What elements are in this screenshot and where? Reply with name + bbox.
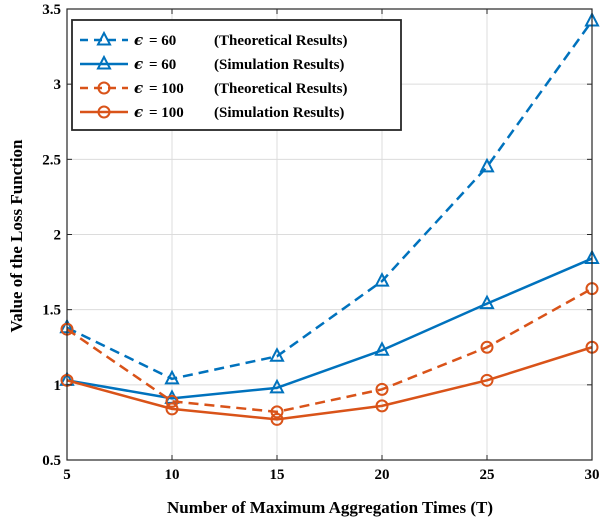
data-point-marker xyxy=(480,373,494,387)
y-tick-label: 1.5 xyxy=(42,303,61,319)
y-tick-label: 2.5 xyxy=(42,152,61,168)
y-tick-label: 0.5 xyxy=(42,453,61,469)
data-point-marker xyxy=(375,399,389,413)
y-tick-label: 3 xyxy=(54,77,62,93)
data-point-marker xyxy=(165,402,179,416)
data-point-marker xyxy=(269,347,285,362)
x-tick-label: 15 xyxy=(270,467,285,483)
legend-marker xyxy=(97,105,111,119)
legend-epsilon-symbol: ϵ xyxy=(134,103,143,121)
legend-marker xyxy=(96,54,112,70)
legend-description: (Simulation Results) xyxy=(214,105,344,121)
legend-epsilon-value: = 60 xyxy=(149,57,176,73)
legend-description: (Simulation Results) xyxy=(214,57,344,73)
series-line-0 xyxy=(66,20,594,381)
x-tick-label: 30 xyxy=(585,467,600,483)
legend-description: (Theoretical Results) xyxy=(214,81,347,97)
y-tick-label: 2 xyxy=(54,228,62,244)
data-point-marker xyxy=(165,394,179,408)
y-tick-label: 3.5 xyxy=(42,2,61,18)
data-point-marker xyxy=(479,157,495,173)
legend: ϵ = 60 (Theoretical Results) ϵ = 60 (Simulati… xyxy=(71,19,402,131)
data-point-marker xyxy=(374,271,390,287)
series-line-3 xyxy=(66,346,593,421)
data-point-marker xyxy=(164,369,180,385)
data-point-marker xyxy=(374,341,390,356)
y-axis-title: Value of the Loss Function xyxy=(7,139,26,333)
x-axis-title: Number of Maximum Aggregation Times (T) xyxy=(167,498,493,517)
x-tick-label: 25 xyxy=(480,467,495,483)
x-tick-label: 10 xyxy=(165,467,180,483)
series-line-2 xyxy=(66,287,593,414)
series-layer xyxy=(59,11,600,426)
series-line-1 xyxy=(66,257,593,400)
legend-epsilon-value: = 60 xyxy=(149,33,176,49)
data-point-marker xyxy=(270,405,284,419)
y-tick-label: 1 xyxy=(54,378,62,394)
data-point-marker xyxy=(269,378,285,394)
legend-description: (Theoretical Results) xyxy=(214,33,347,49)
data-point-marker xyxy=(480,340,494,354)
data-point-marker xyxy=(375,382,389,396)
legend-epsilon-value: = 100 xyxy=(149,105,184,121)
y-axis-ticks: 0.5 1 1.5 2 2.5 3 3.5 xyxy=(42,2,592,469)
legend-epsilon-symbol: ϵ xyxy=(134,55,143,73)
data-point-marker xyxy=(270,412,284,426)
x-tick-label: 20 xyxy=(375,467,390,483)
legend-marker xyxy=(97,81,111,95)
x-axis-ticks: 5 10 15 20 25 30 xyxy=(63,9,600,483)
legend-marker xyxy=(96,30,112,46)
legend-epsilon-symbol: ϵ xyxy=(134,31,143,49)
legend-epsilon-value: = 100 xyxy=(149,81,184,97)
legend-epsilon-symbol: ϵ xyxy=(134,79,143,97)
data-point-marker xyxy=(479,294,495,310)
x-tick-label: 5 xyxy=(63,467,71,483)
legend-box xyxy=(71,19,402,131)
